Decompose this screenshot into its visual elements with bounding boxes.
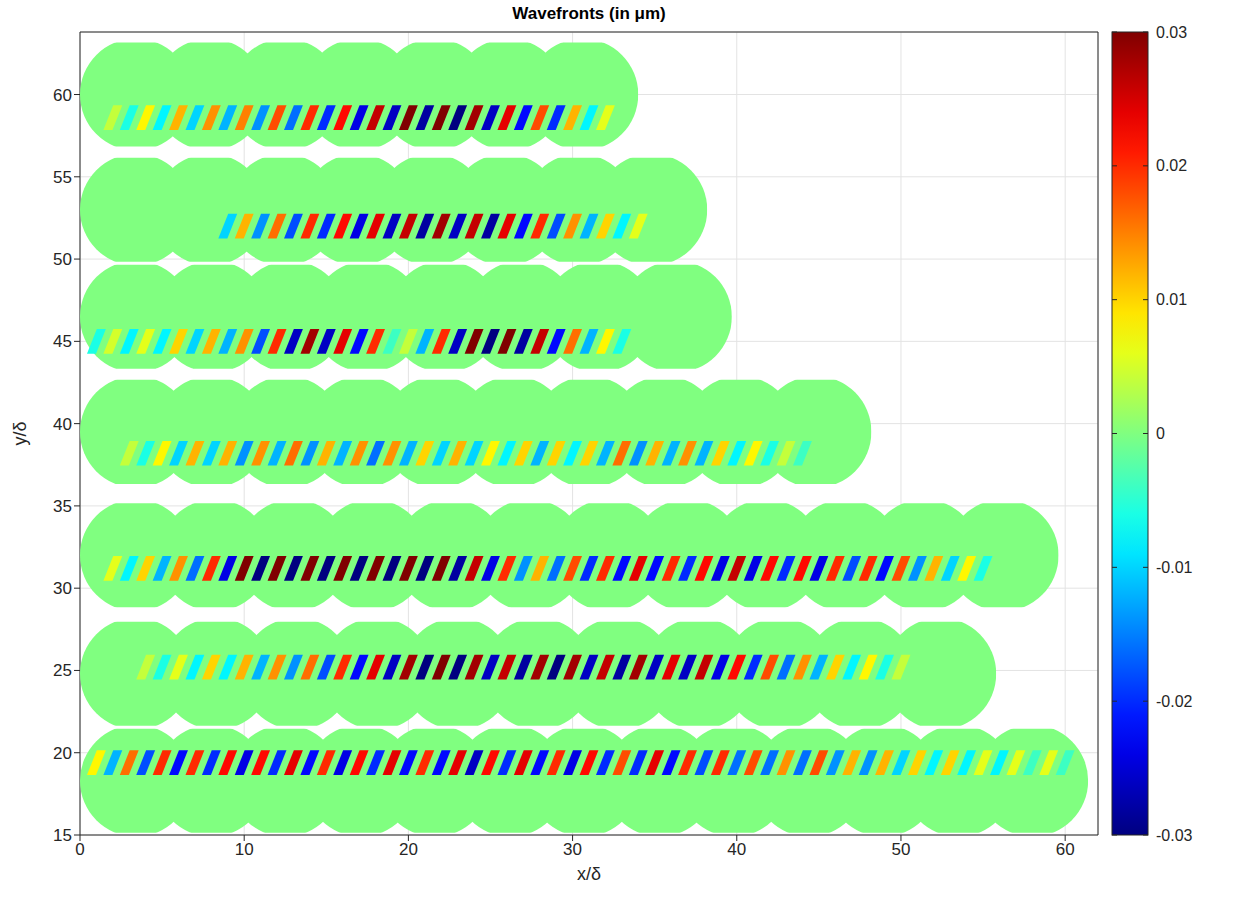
svg-text:-0.02: -0.02 bbox=[1156, 693, 1193, 710]
svg-text:60: 60 bbox=[1056, 840, 1075, 859]
svg-text:30: 30 bbox=[563, 840, 582, 859]
svg-text:0: 0 bbox=[1156, 425, 1165, 442]
svg-text:50: 50 bbox=[53, 250, 72, 269]
svg-text:x/δ: x/δ bbox=[577, 864, 601, 884]
svg-text:0.02: 0.02 bbox=[1156, 157, 1187, 174]
svg-text:45: 45 bbox=[53, 332, 72, 351]
svg-text:15: 15 bbox=[53, 826, 72, 845]
svg-text:20: 20 bbox=[399, 840, 418, 859]
svg-text:50: 50 bbox=[892, 840, 911, 859]
svg-text:0.03: 0.03 bbox=[1156, 24, 1187, 41]
html-text:Wavefronts (in μm): Wavefronts (in μm) bbox=[512, 4, 666, 23]
svg-text:55: 55 bbox=[53, 168, 72, 187]
svg-text:35: 35 bbox=[53, 497, 72, 516]
svg-text:20: 20 bbox=[53, 744, 72, 763]
svg-text:40: 40 bbox=[53, 415, 72, 434]
svg-text:30: 30 bbox=[53, 579, 72, 598]
svg-text:y/δ: y/δ bbox=[10, 421, 30, 445]
svg-text:-0.01: -0.01 bbox=[1156, 559, 1193, 576]
svg-text:60: 60 bbox=[53, 86, 72, 105]
svg-text:10: 10 bbox=[235, 840, 254, 859]
svg-text:40: 40 bbox=[727, 840, 746, 859]
svg-text:0: 0 bbox=[75, 840, 84, 859]
svg-text:-0.03: -0.03 bbox=[1156, 827, 1193, 844]
svg-text:0.01: 0.01 bbox=[1156, 291, 1187, 308]
svg-text:25: 25 bbox=[53, 661, 72, 680]
